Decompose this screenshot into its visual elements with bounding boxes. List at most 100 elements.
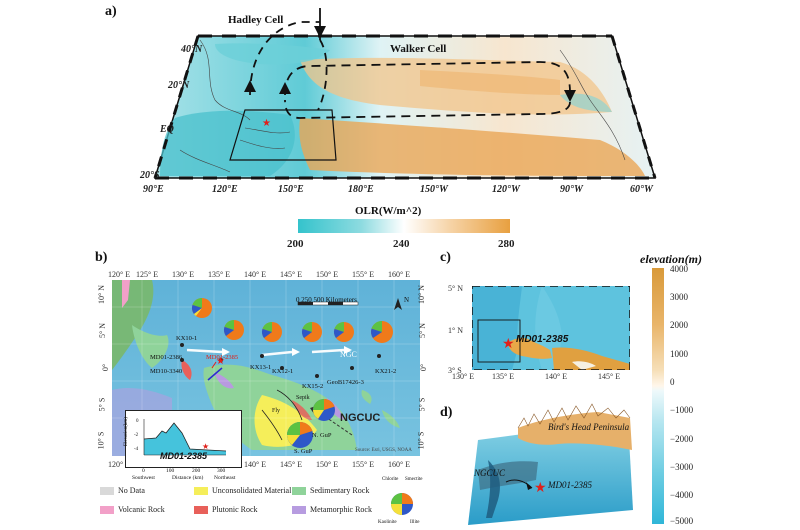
svg-text:★: ★ <box>502 337 515 352</box>
legend-swatch-plutonic <box>194 505 208 514</box>
b-lon-tick-150e-bottom: 150° E <box>316 460 339 469</box>
station-md01-2385: MD01-2385 <box>206 354 239 361</box>
elev-tick-2000: 2000 <box>670 320 688 330</box>
b-lat-tick-10s-right: 10° S <box>416 431 426 450</box>
scale-bar-label: 0 250 500 Kilometers <box>296 296 357 304</box>
profile-ytick-4: -4 <box>134 447 139 452</box>
fly-label: Fly <box>272 408 281 414</box>
b-lon-tick-155e: 155° E <box>352 270 375 279</box>
legend-swatch-unconsolidated <box>194 486 208 495</box>
b-lon-tick-120e: 120° E <box>108 270 131 279</box>
legend-label-no-data: No Data <box>118 486 145 495</box>
ngc-label: NGC <box>340 350 357 359</box>
station-kx13-1: KX13-1 <box>250 364 272 371</box>
b-lat-tick-10n: 10° N <box>96 285 106 304</box>
b-lon-tick-145e-bottom: 145° E <box>280 460 303 469</box>
b-lon-tick-125e: 125° E <box>136 270 159 279</box>
legend-label-sedimentary: Sedimentary Rock <box>310 486 370 495</box>
panel-c-map: ★ <box>472 286 630 370</box>
pie-legend-icon <box>391 493 413 515</box>
elev-tick-minus3000: −3000 <box>670 462 694 472</box>
profile-xtick-100: 100 <box>166 468 175 474</box>
c-lon-130e: 130° E <box>452 372 475 381</box>
profile-northeast: Northeast <box>214 475 236 481</box>
north-label: N <box>404 296 410 304</box>
station-md01-2386: MD01-2386 <box>150 354 183 361</box>
elev-tick-minus5000: −5000 <box>670 516 694 526</box>
b-lon-tick-120e-bottom: 120° E <box>108 460 131 469</box>
legend-label-unconsolidated: Unconsolidated Material <box>212 486 292 495</box>
panel-a-label: a) <box>105 4 117 19</box>
b-lat-tick-5n: 5° N <box>97 323 107 338</box>
svg-text:★: ★ <box>534 481 547 496</box>
c-lon-140e: 140° E <box>545 372 568 381</box>
elev-tick-minus2000: −2000 <box>670 434 694 444</box>
b-lon-tick-155e-bottom: 155° E <box>352 460 375 469</box>
profile-xtick-200: 200 <box>192 468 201 474</box>
legend-no-data: No Data <box>100 486 145 495</box>
panel-d-label: d) <box>440 405 453 420</box>
s-gup-label: S. GuP <box>294 448 313 455</box>
profile-plot: ★ <box>143 419 227 456</box>
station-kx10-1: KX10-1 <box>176 335 198 342</box>
station-kx12-1: KX12-1 <box>272 368 294 375</box>
c-lat-3s: 3° S <box>448 366 462 375</box>
c-lon-145e: 145° E <box>598 372 621 381</box>
b-lat-tick-5n-right: 5° N <box>417 323 427 338</box>
lon-tick-90w: 90°W <box>560 184 583 195</box>
hadley-cell-label: Hadley Cell <box>228 14 284 26</box>
profile-southwest: Southwest <box>132 475 155 481</box>
b-lon-tick-160e-bottom: 160° E <box>388 460 411 469</box>
lon-tick-60w: 60°W <box>630 184 653 195</box>
legend-swatch-sedimentary <box>292 486 306 495</box>
elevation-profile-inset: ★ Elevation(km) 0 -2 -4 MD01-2385 <box>123 410 242 468</box>
pie-label-smectite: Smectite <box>405 477 423 482</box>
lon-tick-90e: 90°E <box>143 184 164 195</box>
panel-d-3d-map: ★ <box>468 403 633 525</box>
b-lon-tick-160e: 160° E <box>388 270 411 279</box>
legend-label-volcanic: Volcanic Rock <box>118 505 165 514</box>
legend-label-plutonic: Plutonic Rock <box>212 505 258 514</box>
elev-tick-3000: 3000 <box>670 292 688 302</box>
lon-tick-180e: 180°E <box>348 184 374 195</box>
b-lon-tick-140e: 140° E <box>244 270 267 279</box>
b-lat-tick-10n-right: 10° N <box>416 285 426 304</box>
lon-tick-150e: 150°E <box>278 184 304 195</box>
b-lon-tick-145e: 145° E <box>280 270 303 279</box>
legend-unconsolidated: Unconsolidated Material <box>194 486 291 495</box>
elev-tick-minus1000: −1000 <box>670 405 694 415</box>
elev-tick-4000: 4000 <box>670 264 688 274</box>
olr-colorbar <box>298 219 510 233</box>
b-lat-tick-0-right: 0° <box>419 363 429 372</box>
lat-tick-20s: 20°S <box>140 170 160 181</box>
legend-swatch-metamorphic <box>292 505 306 514</box>
map-credit: Source: Esri, USGS, NOAA <box>355 448 412 453</box>
c-lat-1n: 1° N <box>448 326 463 335</box>
elev-tick-1000: 1000 <box>670 349 688 359</box>
c-site-label: MD01-2385 <box>516 334 569 345</box>
b-lon-tick-140e-bottom: 140° E <box>244 460 267 469</box>
profile-xtick-300: 300 <box>217 468 226 474</box>
lat-tick-40n: 40°N <box>181 44 203 55</box>
legend-label-metamorphic: Metamorphic Rock <box>310 505 372 514</box>
elev-tick-0: 0 <box>670 377 675 387</box>
profile-site-label: MD01-2385 <box>160 451 208 461</box>
station-kx21-2: KX21-2 <box>375 368 397 375</box>
profile-ylabel: Elevation(km) <box>123 417 129 446</box>
legend-swatch-volcanic <box>100 505 114 514</box>
olr-title: OLR(W/m^2) <box>355 205 422 217</box>
elevation-title: elevation(m) <box>640 252 702 266</box>
svg-text:★: ★ <box>262 118 271 129</box>
pie-label-chlorite: Chlorite <box>382 477 399 482</box>
profile-xlabel: Distance (km) <box>172 475 204 481</box>
svg-text:★: ★ <box>216 356 225 367</box>
profile-ytick-2: -2 <box>134 433 139 438</box>
elevation-colorbar <box>652 268 664 524</box>
d-peninsula-label: Bird's Head Peninsula <box>548 422 630 432</box>
n-gup-label: N. GuP <box>312 432 332 439</box>
c-lat-5n: 5° N <box>448 284 463 293</box>
legend-plutonic-rock: Plutonic Rock <box>194 505 258 514</box>
c-lon-135e: 135° E <box>492 372 515 381</box>
lon-tick-150w: 150°W <box>420 184 448 195</box>
pie-label-kaolinite: Kaolinite <box>378 520 397 525</box>
